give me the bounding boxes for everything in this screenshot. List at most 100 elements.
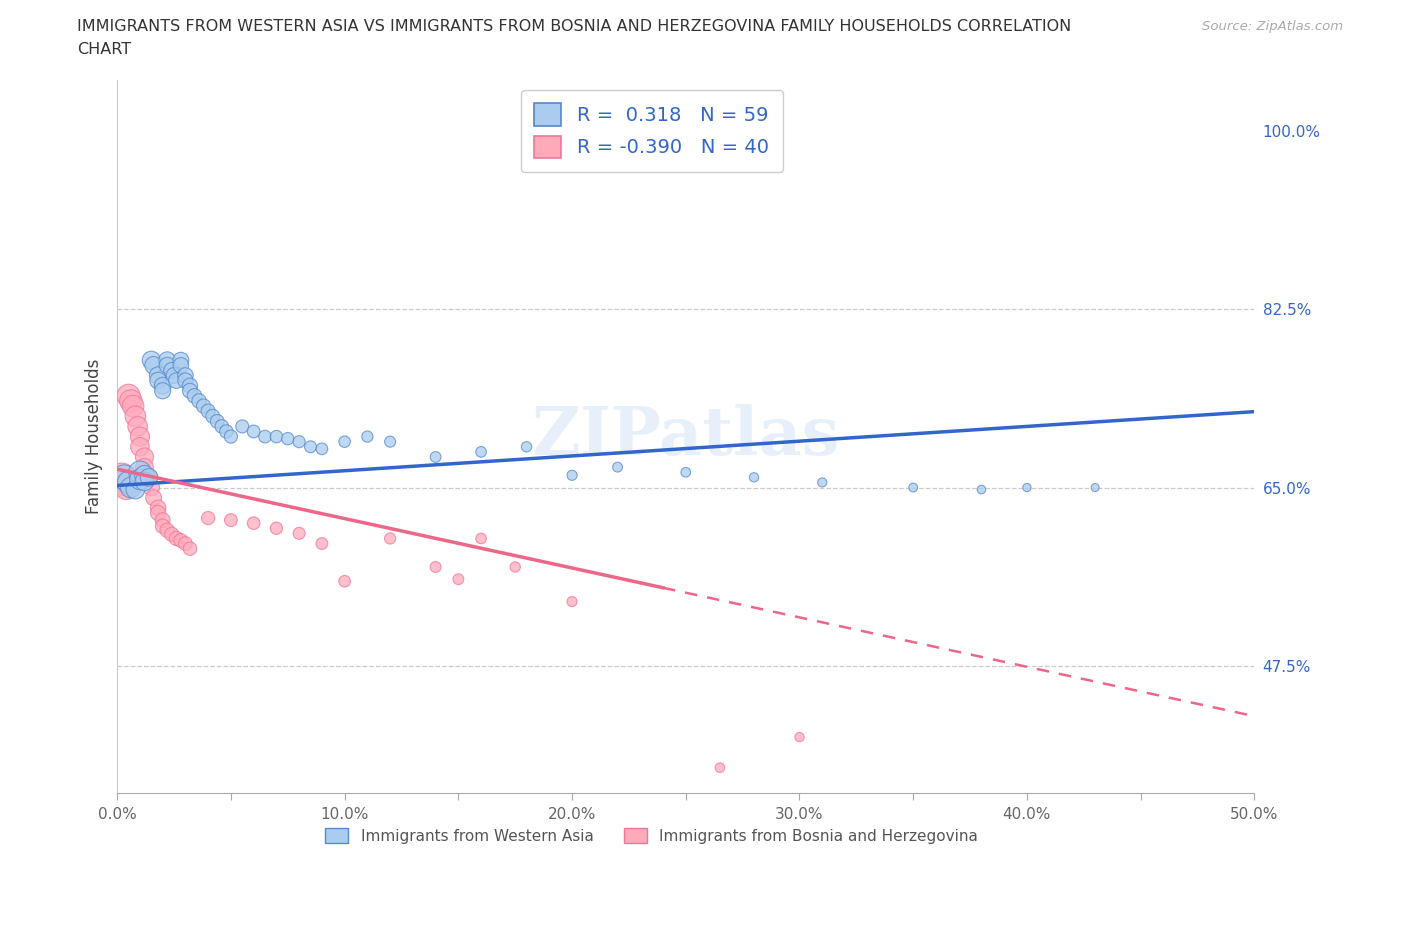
Text: ZIPatlas: ZIPatlas bbox=[531, 405, 839, 469]
Point bbox=[152, 512, 174, 527]
Point bbox=[197, 404, 219, 418]
Point bbox=[152, 379, 174, 393]
Point bbox=[124, 482, 146, 497]
Point bbox=[146, 500, 169, 515]
Text: CHART: CHART bbox=[77, 42, 131, 57]
Point bbox=[146, 373, 169, 388]
Point bbox=[789, 730, 811, 745]
Point bbox=[215, 424, 238, 439]
Point bbox=[134, 459, 156, 474]
Point bbox=[288, 434, 311, 449]
Point bbox=[160, 527, 183, 542]
Point bbox=[516, 439, 538, 454]
Point bbox=[299, 439, 322, 454]
Point bbox=[141, 480, 163, 495]
Point bbox=[675, 465, 697, 480]
Point bbox=[111, 470, 134, 485]
Y-axis label: Family Households: Family Households bbox=[86, 359, 103, 514]
Point bbox=[152, 519, 174, 534]
Point bbox=[242, 424, 264, 439]
Point bbox=[378, 531, 401, 546]
Point bbox=[188, 393, 211, 408]
Point bbox=[709, 760, 731, 775]
Point bbox=[117, 475, 139, 490]
Point bbox=[378, 434, 401, 449]
Point bbox=[1084, 480, 1107, 495]
Point bbox=[122, 399, 145, 414]
Point bbox=[156, 352, 179, 367]
Point bbox=[447, 572, 470, 587]
Point bbox=[197, 511, 219, 525]
Point bbox=[207, 414, 229, 429]
Point bbox=[124, 409, 146, 424]
Point bbox=[266, 521, 288, 536]
Point bbox=[211, 419, 233, 434]
Point bbox=[134, 474, 156, 489]
Point bbox=[903, 480, 925, 495]
Point bbox=[219, 429, 242, 444]
Point bbox=[174, 373, 197, 388]
Point bbox=[333, 434, 356, 449]
Point bbox=[174, 536, 197, 551]
Point bbox=[129, 429, 152, 444]
Point bbox=[503, 560, 526, 575]
Point bbox=[288, 526, 311, 541]
Point bbox=[242, 516, 264, 531]
Point bbox=[425, 560, 447, 575]
Point bbox=[201, 409, 224, 424]
Point bbox=[193, 399, 215, 414]
Point bbox=[174, 368, 197, 383]
Text: Source: ZipAtlas.com: Source: ZipAtlas.com bbox=[1202, 20, 1343, 33]
Point bbox=[170, 352, 193, 367]
Point bbox=[311, 442, 333, 457]
Point bbox=[152, 383, 174, 398]
Point bbox=[179, 541, 201, 556]
Point bbox=[138, 470, 160, 485]
Point bbox=[170, 358, 193, 373]
Point bbox=[333, 574, 356, 589]
Point bbox=[117, 389, 139, 404]
Point bbox=[141, 352, 163, 367]
Point bbox=[179, 379, 201, 393]
Point bbox=[425, 449, 447, 464]
Point bbox=[170, 533, 193, 548]
Point bbox=[231, 419, 253, 434]
Point bbox=[606, 459, 628, 474]
Point bbox=[970, 482, 993, 497]
Point bbox=[165, 531, 187, 546]
Point bbox=[311, 536, 333, 551]
Point bbox=[129, 465, 152, 480]
Legend: Immigrants from Western Asia, Immigrants from Bosnia and Herzegovina: Immigrants from Western Asia, Immigrants… bbox=[319, 821, 984, 850]
Point bbox=[129, 472, 152, 486]
Point bbox=[112, 470, 135, 485]
Point bbox=[120, 480, 142, 495]
Point bbox=[356, 429, 378, 444]
Point bbox=[179, 383, 201, 398]
Point bbox=[142, 490, 165, 505]
Point bbox=[160, 363, 183, 378]
Point bbox=[146, 368, 169, 383]
Point bbox=[115, 480, 138, 495]
Point bbox=[742, 470, 765, 485]
Text: IMMIGRANTS FROM WESTERN ASIA VS IMMIGRANTS FROM BOSNIA AND HERZEGOVINA FAMILY HO: IMMIGRANTS FROM WESTERN ASIA VS IMMIGRAN… bbox=[77, 19, 1071, 33]
Point bbox=[165, 373, 187, 388]
Point bbox=[163, 368, 186, 383]
Point bbox=[1015, 480, 1038, 495]
Point bbox=[156, 523, 179, 538]
Point bbox=[253, 429, 276, 444]
Point bbox=[561, 594, 583, 609]
Point bbox=[470, 531, 492, 546]
Point bbox=[146, 506, 169, 521]
Point bbox=[120, 393, 142, 408]
Point bbox=[112, 475, 135, 490]
Point bbox=[183, 389, 205, 404]
Point bbox=[470, 445, 492, 459]
Point bbox=[138, 470, 160, 485]
Point bbox=[134, 468, 156, 483]
Point bbox=[156, 358, 179, 373]
Point bbox=[266, 429, 288, 444]
Point bbox=[134, 449, 156, 464]
Point bbox=[561, 468, 583, 483]
Point bbox=[277, 432, 299, 446]
Point bbox=[129, 439, 152, 454]
